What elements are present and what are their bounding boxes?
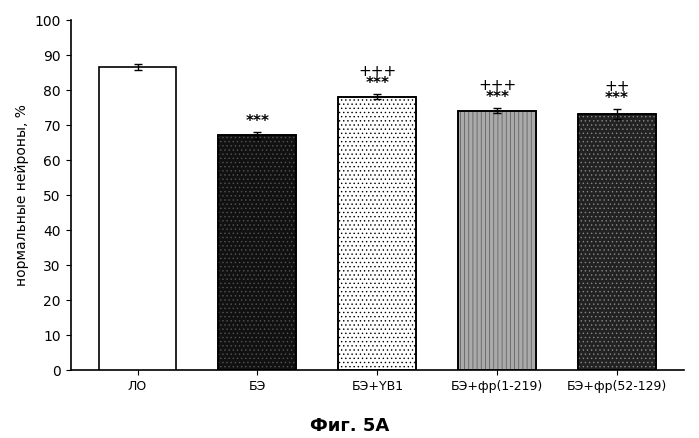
Text: +++: +++: [358, 64, 396, 79]
Text: ++: ++: [605, 79, 630, 94]
Bar: [219, 136, 296, 370]
Bar: [99, 67, 176, 370]
Text: Фиг. 5A: Фиг. 5A: [310, 416, 389, 434]
Bar: [459, 111, 536, 370]
Bar: [219, 136, 296, 370]
Bar: [459, 111, 536, 370]
Text: ***: ***: [366, 76, 389, 91]
Bar: [338, 97, 417, 370]
Bar: [338, 97, 417, 370]
Bar: [338, 97, 417, 370]
Text: ***: ***: [485, 90, 510, 105]
Bar: [578, 115, 656, 370]
Bar: [459, 111, 536, 370]
Text: ***: ***: [605, 91, 629, 106]
Text: +++: +++: [478, 78, 517, 93]
Bar: [578, 115, 656, 370]
Bar: [219, 136, 296, 370]
Text: ***: ***: [245, 114, 269, 129]
Y-axis label: нормальные нейроны, %: нормальные нейроны, %: [15, 104, 29, 286]
Bar: [578, 115, 656, 370]
